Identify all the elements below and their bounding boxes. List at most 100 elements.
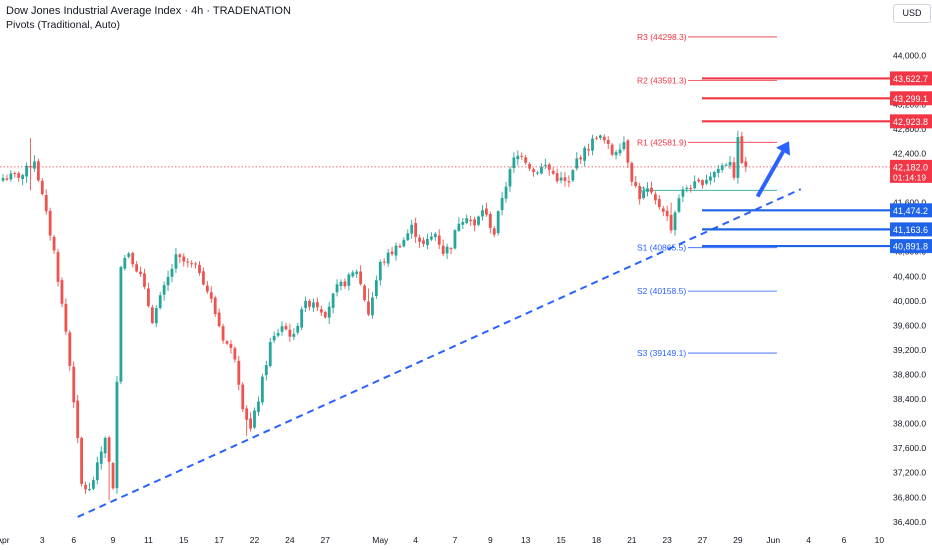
candle-body bbox=[579, 157, 583, 160]
candle-body bbox=[249, 418, 252, 429]
candle-body bbox=[127, 253, 131, 257]
candle-body bbox=[139, 271, 142, 275]
candle-body bbox=[634, 182, 638, 187]
support-level-2-tag-label: 41,163.6 bbox=[893, 225, 928, 235]
projection-arrow-head[interactable] bbox=[776, 141, 791, 156]
y-tick-label: 37,600.0 bbox=[893, 443, 926, 453]
candle-body bbox=[312, 302, 315, 308]
pivot-label-p: P bbox=[640, 185, 646, 195]
candle-body bbox=[91, 480, 95, 489]
candle-body bbox=[40, 180, 44, 195]
candle-body bbox=[716, 168, 720, 173]
candle-body bbox=[512, 157, 516, 168]
candle-body bbox=[147, 288, 150, 307]
y-tick-label: 40,000.0 bbox=[893, 296, 926, 306]
x-tick-label: 3 bbox=[40, 535, 45, 545]
candle-body bbox=[319, 309, 323, 313]
candle-body bbox=[661, 208, 665, 212]
candle-body bbox=[88, 489, 91, 491]
price-axis[interactable]: 36,400.0 36,800.0 37,200.0 37,600.0 38,000.0… bbox=[890, 0, 932, 528]
price-plot[interactable]: R3 (44298.3) R2 (43591.3) R1 (42581.9) P S1 … bbox=[0, 0, 890, 528]
candle-body bbox=[540, 167, 543, 174]
candle-body bbox=[158, 295, 162, 309]
candle-body bbox=[630, 162, 634, 182]
candle-body bbox=[33, 161, 36, 169]
candle-body bbox=[237, 360, 241, 385]
trendline[interactable] bbox=[77, 188, 802, 518]
candle-body bbox=[304, 300, 308, 309]
pivot-label-s3: S3 (39149.1) bbox=[637, 348, 686, 358]
candle-body bbox=[547, 164, 551, 170]
candle-body bbox=[685, 187, 689, 190]
candle-body bbox=[355, 271, 359, 275]
candle-body bbox=[351, 272, 355, 277]
candle-body bbox=[657, 199, 661, 208]
candle-body bbox=[268, 342, 272, 366]
candle-body bbox=[536, 172, 539, 174]
candle-body bbox=[410, 224, 414, 234]
x-tick-label: 11 bbox=[144, 535, 153, 545]
candle-body bbox=[123, 257, 127, 269]
x-tick-label: 15 bbox=[179, 535, 189, 545]
candle-body bbox=[709, 176, 712, 181]
candle-body bbox=[532, 169, 535, 173]
candle-body bbox=[453, 230, 457, 249]
currency-button[interactable]: USD bbox=[893, 4, 931, 23]
candle-body bbox=[477, 216, 480, 225]
candle-body bbox=[335, 284, 339, 293]
candle-body bbox=[131, 253, 135, 265]
candle-body bbox=[473, 219, 476, 226]
candle-body bbox=[422, 240, 425, 244]
candle-body bbox=[64, 303, 68, 332]
x-tick-label: 6 bbox=[71, 535, 76, 545]
candle-body bbox=[209, 292, 213, 299]
candle-body bbox=[1, 178, 5, 181]
candle-body bbox=[331, 293, 335, 308]
x-tick-label: 18 bbox=[592, 535, 602, 545]
candle-body bbox=[347, 274, 351, 286]
x-tick-label: May bbox=[372, 535, 389, 545]
candle-body bbox=[414, 222, 418, 237]
x-tick-label: 27 bbox=[321, 535, 331, 545]
candle-body bbox=[386, 252, 390, 264]
candle-body bbox=[638, 186, 642, 200]
candle-body bbox=[264, 365, 268, 376]
candle-body bbox=[68, 332, 72, 366]
candle-body bbox=[551, 170, 555, 174]
candle-body bbox=[744, 161, 748, 167]
x-tick-label: 23 bbox=[662, 535, 672, 545]
candle-body bbox=[563, 177, 567, 181]
candle-body bbox=[618, 149, 622, 154]
resistance-level-1-tag-label: 43,622.7 bbox=[893, 74, 928, 84]
projection-arrow-shaft[interactable] bbox=[755, 150, 785, 198]
candle-body bbox=[260, 376, 264, 403]
symbol-title[interactable]: Dow Jones Industrial Average Index · 4h … bbox=[6, 5, 291, 17]
x-tick-label: 21 bbox=[627, 535, 637, 545]
candle-body bbox=[598, 135, 602, 138]
y-tick-label: 42,400.0 bbox=[893, 148, 926, 158]
candle-body bbox=[292, 334, 296, 337]
y-tick-label: 44,000.0 bbox=[893, 50, 926, 60]
candle-body bbox=[245, 408, 249, 420]
resistance-level-2-tag bbox=[890, 91, 932, 106]
candle-body bbox=[642, 191, 645, 199]
candle-body bbox=[257, 401, 260, 412]
candle-body bbox=[429, 236, 433, 240]
candle-body bbox=[614, 152, 618, 156]
candle-body bbox=[394, 245, 398, 256]
candle-body bbox=[154, 308, 158, 324]
candle-body bbox=[190, 263, 194, 265]
candle-body bbox=[170, 268, 174, 277]
x-tick-label: 9 bbox=[111, 535, 116, 545]
candle-body bbox=[701, 180, 704, 186]
candle-body bbox=[528, 163, 532, 169]
candle-body bbox=[367, 301, 370, 315]
candle-body bbox=[186, 261, 190, 263]
candle-body bbox=[166, 276, 170, 286]
candle-body bbox=[99, 451, 103, 464]
time-axis[interactable]: Apr 3 6 9 11 15 17 22 24 27 May 4 7 9 13 15 18 21 23 27 29 Ju… bbox=[0, 528, 890, 550]
x-tick-label: 4 bbox=[806, 535, 811, 545]
indicator-label[interactable]: Pivots (Traditional, Auto) bbox=[6, 19, 120, 31]
candle-body bbox=[29, 166, 32, 168]
